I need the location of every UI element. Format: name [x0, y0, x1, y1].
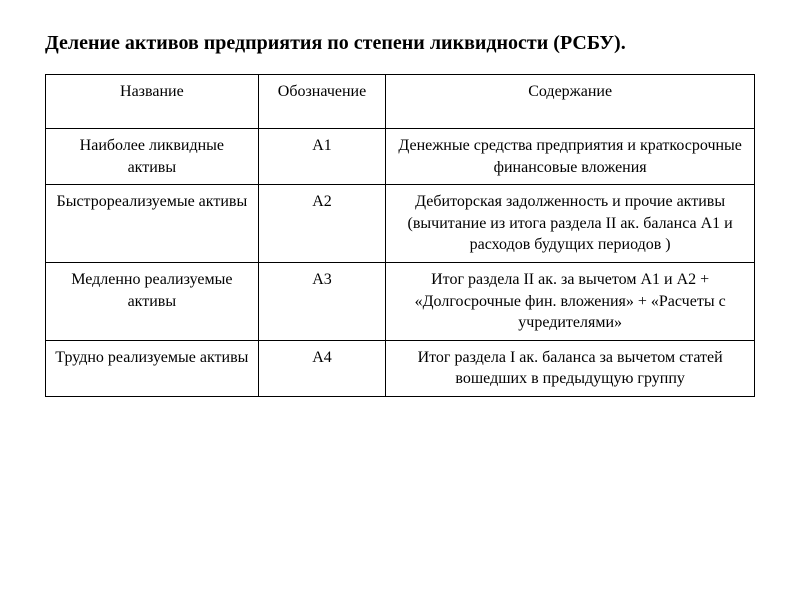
liquidity-table: Название Обозначение Содержание Наиболее… [45, 74, 755, 397]
cell-code: А1 [258, 129, 386, 185]
cell-code: А4 [258, 340, 386, 396]
cell-name: Трудно реализуемые активы [46, 340, 259, 396]
table-row: Медленно реализуемые активы А3 Итог разд… [46, 262, 755, 340]
cell-code: А2 [258, 185, 386, 263]
column-header-code: Обозначение [258, 75, 386, 129]
cell-name: Быстрореализуемые активы [46, 185, 259, 263]
cell-content: Итог раздела II ак. за вычетом А1 и А2 +… [386, 262, 755, 340]
column-header-name: Название [46, 75, 259, 129]
cell-code: А3 [258, 262, 386, 340]
table-row: Наиболее ликвидные активы А1 Денежные ср… [46, 129, 755, 185]
page-title: Деление активов предприятия по степени л… [45, 30, 755, 56]
table-row: Трудно реализуемые активы А4 Итог раздел… [46, 340, 755, 396]
cell-content: Денежные средства предприятия и краткоср… [386, 129, 755, 185]
table-row: Быстрореализуемые активы А2 Дебиторская … [46, 185, 755, 263]
cell-content: Дебиторская задолженность и прочие актив… [386, 185, 755, 263]
cell-name: Наиболее ликвидные активы [46, 129, 259, 185]
column-header-content: Содержание [386, 75, 755, 129]
cell-name: Медленно реализуемые активы [46, 262, 259, 340]
cell-content: Итог раздела I ак. баланса за вычетом ст… [386, 340, 755, 396]
table-header-row: Название Обозначение Содержание [46, 75, 755, 129]
